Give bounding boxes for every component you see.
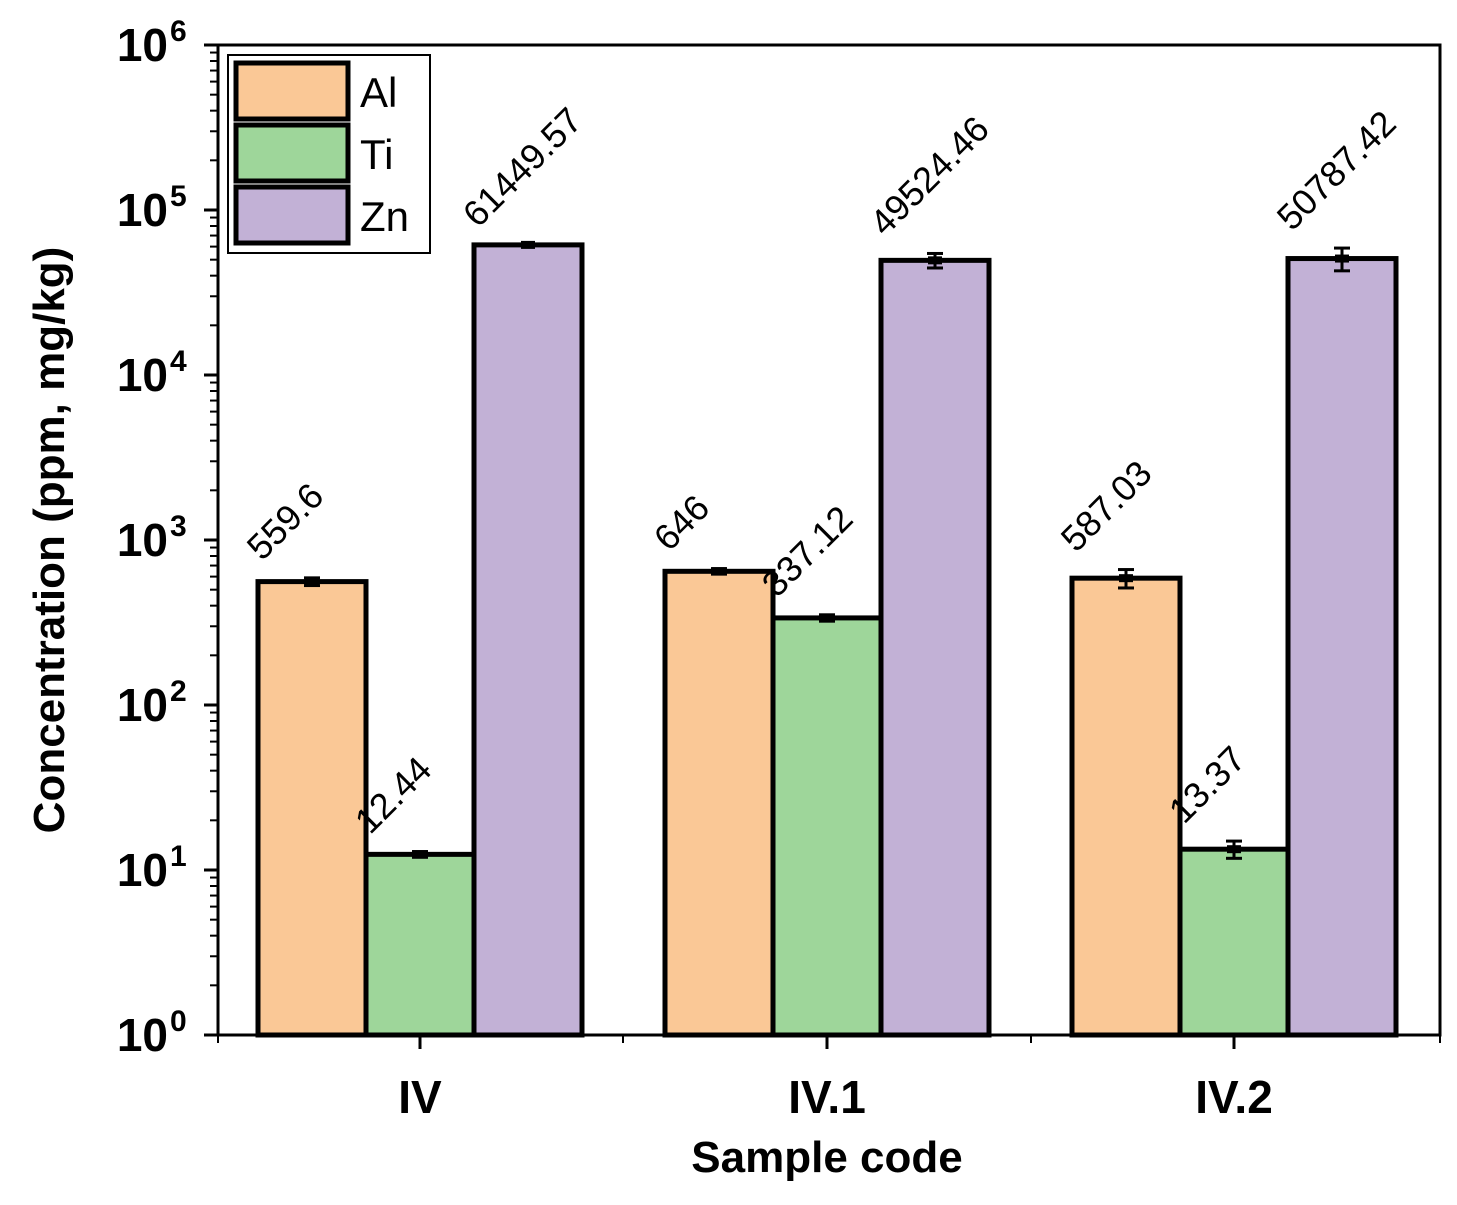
legend-label-ti: Ti	[360, 131, 393, 178]
y-tick-label-exponent: 0	[170, 1005, 187, 1038]
data-label-al-2: 587.03	[1053, 452, 1160, 559]
mean-marker-al-1	[712, 567, 726, 576]
mean-marker-ti-1	[820, 613, 834, 622]
mean-marker-ti-2	[1227, 845, 1241, 854]
x-tick-label-iv: IV	[398, 1071, 442, 1123]
mean-marker-al-2	[1119, 574, 1133, 583]
data-label-ti-1: 337.12	[754, 498, 861, 605]
y-tick-label-exponent: 3	[170, 510, 187, 543]
x-axis-title: Sample code	[691, 1133, 962, 1182]
y-tick-label-base: 10	[117, 514, 168, 566]
bar-al-iv	[255, 579, 369, 1038]
data-label-al-1: 646	[646, 487, 717, 558]
y-tick-label-base: 10	[117, 349, 168, 401]
y-tick-label-exponent: 4	[170, 345, 187, 378]
y-tick-label-exponent: 6	[170, 15, 187, 48]
y-tick-label-base: 10	[117, 1009, 168, 1061]
y-tick-label-base: 10	[117, 679, 168, 731]
y-tick-label-base: 10	[117, 844, 168, 896]
data-label-zn-1: 49524.46	[862, 108, 997, 243]
y-tick-label-base: 10	[117, 184, 168, 236]
data-label-zn-2: 50787.42	[1269, 103, 1404, 238]
y-tick-label-exponent: 5	[170, 180, 187, 213]
mean-marker-zn-2	[1335, 254, 1349, 263]
legend-label-al: Al	[360, 69, 397, 116]
data-label-zn-0: 61449.57	[455, 99, 590, 234]
bar-zn-iv-1	[878, 257, 992, 1038]
bar-ti-iv-1	[770, 615, 884, 1038]
bar-al-iv-1	[662, 568, 776, 1038]
legend-swatch-ti	[233, 122, 351, 184]
bar-al-iv-2	[1069, 575, 1183, 1038]
bar-ti-iv	[363, 851, 477, 1038]
x-tick-label-iv-1: IV.1	[788, 1071, 866, 1123]
mean-marker-ti-0	[413, 850, 427, 859]
bar-ti-iv-2	[1177, 846, 1291, 1038]
y-axis-title: Concentration (ppm, mg/kg)	[25, 247, 74, 834]
legend-swatch-zn	[233, 184, 351, 246]
data-label-al-0: 559.6	[239, 475, 332, 568]
y-tick-label-exponent: 2	[170, 675, 187, 708]
mean-marker-al-0	[305, 577, 319, 586]
legend-swatch-al	[233, 60, 351, 122]
bar-zn-iv-2	[1285, 256, 1399, 1038]
mean-marker-zn-1	[928, 256, 942, 265]
y-tick-label-exponent: 1	[170, 840, 187, 873]
y-tick-label-base: 10	[117, 19, 168, 71]
x-tick-label-iv-2: IV.2	[1195, 1071, 1273, 1123]
legend-label-zn: Zn	[360, 193, 409, 240]
bar-zn-iv	[471, 242, 585, 1038]
mean-marker-zn-0	[521, 240, 535, 249]
